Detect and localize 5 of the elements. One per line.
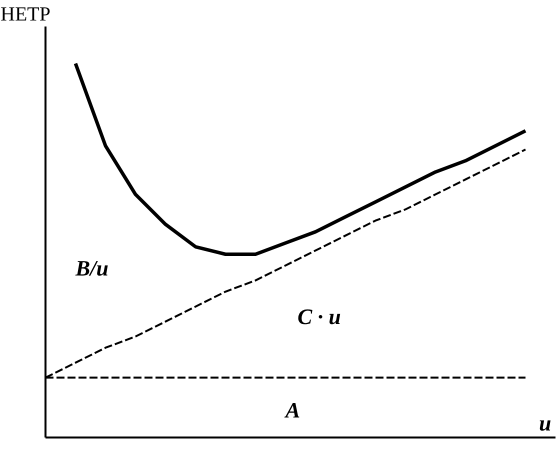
annotation: A [284, 398, 300, 423]
y-axis-title: HETP [0, 4, 50, 26]
annotation: B/u [74, 255, 109, 280]
annotation: C · u [298, 304, 341, 330]
x-axis-title: u [539, 410, 552, 436]
